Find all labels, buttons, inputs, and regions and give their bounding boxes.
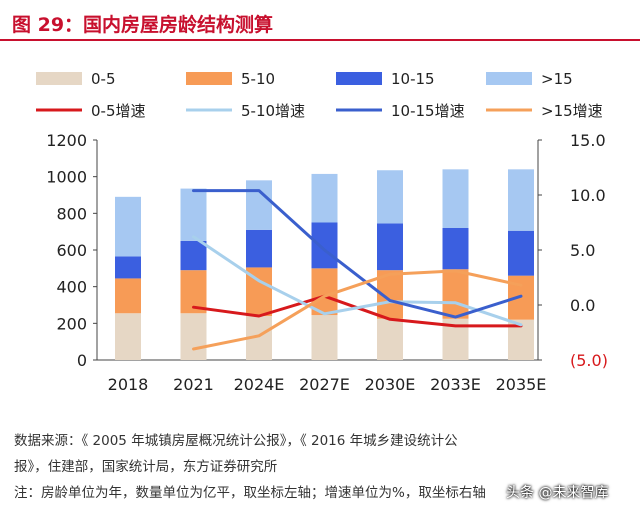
y-left-tick-label: 800 [56,204,87,223]
bar->15-2018 [115,196,141,257]
bar-10-15-2030E [377,223,403,271]
x-tick-label: 2018 [108,375,149,394]
figure-title: 图 29：国内房屋房龄结构测算 [12,14,274,36]
x-tick-label: 2033E [430,375,481,394]
bar-10-15-2027E [311,222,338,269]
units-note: 注：房龄单位为年，数量单位为亿平，取坐标左轴；增速单位为%，取坐标右轴 [14,485,486,501]
y-right-tick-label: 5.0 [570,241,595,260]
y-left-tick-label: 400 [56,278,87,297]
bar-5-10-2033E [442,269,469,319]
legend-label: >15增速 [541,102,603,120]
y-right-tick-label: (5.0) [570,351,608,370]
bar->15-2024E [246,180,272,230]
bar->15-2035E [508,169,534,231]
legend-label: 5-10增速 [241,102,305,120]
bar-5-10-2018 [115,278,141,314]
line-10-15增速 [192,189,523,319]
x-tick-label: 2024E [234,375,285,394]
bar-10-15-2033E [442,228,469,270]
source-line-1: 数据来源：《 2005 年城镇房屋概况统计公报》，《 2016 年城乡建设统计公 [14,433,458,449]
legend-label: 0-5增速 [91,102,146,120]
legend-label: 5-10 [241,70,275,88]
legend-swatch-0-5 [36,72,82,85]
y-right-tick-label: 10.0 [570,186,606,205]
x-tick-label: 2035E [496,375,547,394]
stacked-bar-line-chart: 0-5 5-10 10-15 >15 0-5增速 5-10增速 10-15增速 >15增速 0 2… [36,70,608,394]
legend-swatch->15 [486,72,532,85]
legend-swatch-5-10 [186,72,232,85]
bar-0-5-2021 [180,313,207,360]
y-left-tick-label: 1200 [46,131,87,150]
bar-10-15-2035E [508,230,534,276]
bar-10-15-2024E [246,229,272,268]
y-right-tick-label: 15.0 [570,131,606,150]
watermark: 头条 @未来智库 [506,485,609,501]
bar-0-5-2018 [115,313,141,360]
bar-10-15-2021 [180,240,207,271]
x-tick-label: 2027E [299,375,350,394]
y-left-tick-label: 600 [56,241,87,260]
line->15增速 [192,269,523,351]
line-5-10增速 [192,235,523,327]
bar-10-15-2018 [115,256,141,279]
bar->15-2021 [180,188,207,241]
y-left-tick-label: 200 [56,314,87,333]
title-underline [0,39,640,41]
bar->15-2033E [442,169,469,228]
y-left-tick-label: 1000 [46,168,87,187]
figure-footer: 数据来源：《 2005 年城镇房屋概况统计公报》，《 2016 年城乡建设统计公… [14,428,630,506]
bar-0-5-2030E [377,318,403,360]
y-right-tick-label: 0.0 [570,296,595,315]
legend-label: 0-5 [91,70,116,88]
legend-label: >15 [541,70,573,88]
legend-swatch-10-15 [336,72,382,85]
figure-header: 图 29：国内房屋房龄结构测算 [0,0,640,42]
source-line-2: 报》，住建部，国家统计局，东方证券研究所 [14,459,278,475]
bar-0-5-2027E [311,315,338,360]
y-left-tick-label: 0 [77,351,87,370]
legend-label: 10-15增速 [391,102,465,120]
bar->15-2027E [311,173,338,223]
x-tick-label: 2030E [365,375,416,394]
bar->15-2030E [377,170,403,224]
legend-label: 10-15 [391,70,435,88]
x-tick-label: 2021 [173,375,214,394]
